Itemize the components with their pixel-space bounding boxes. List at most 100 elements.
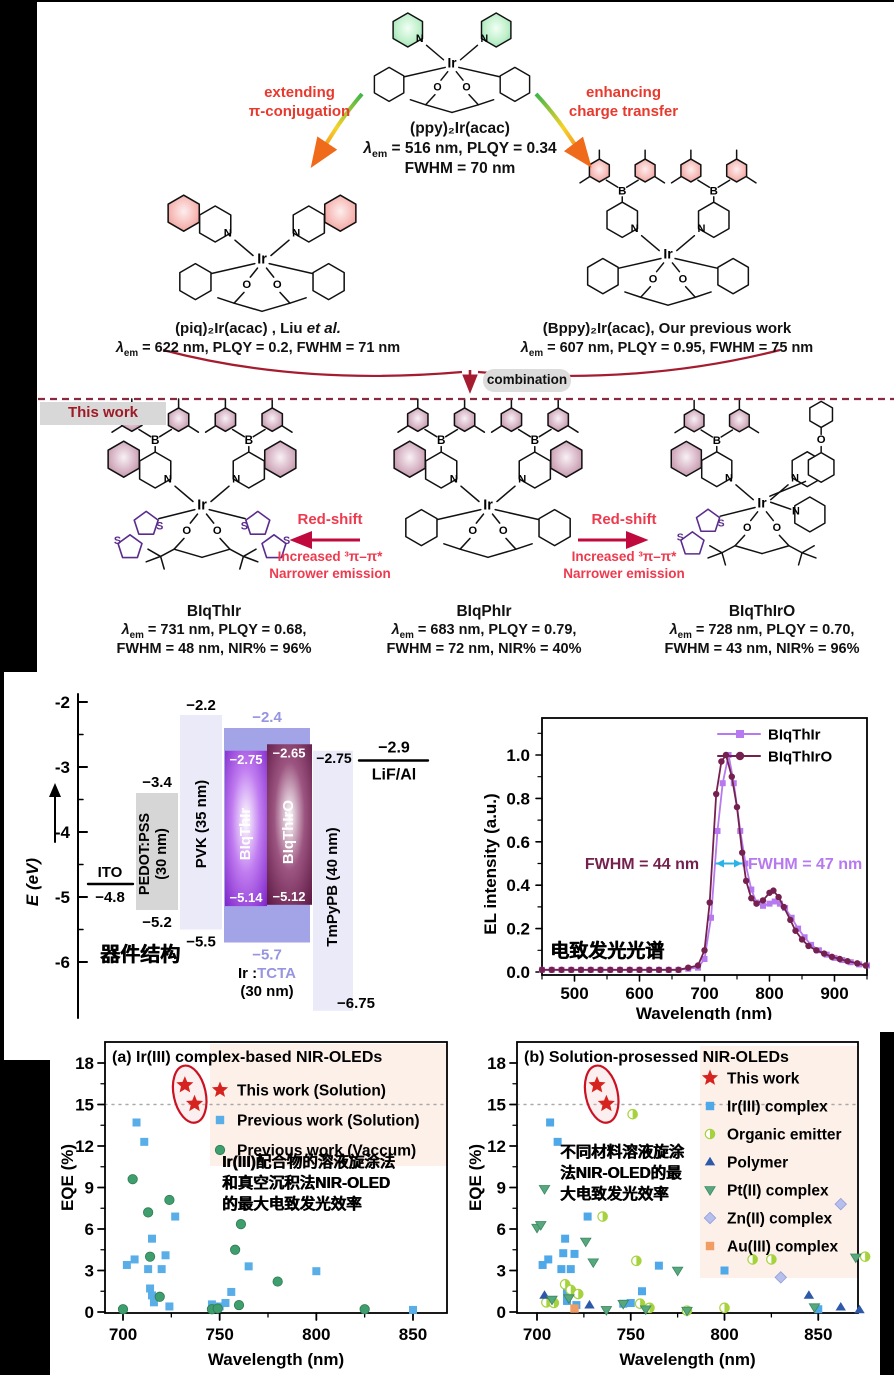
legend-item-Au(III) complex: Au(III) complex <box>705 1239 838 1256</box>
atom-n: N <box>480 33 488 45</box>
atom-b: B <box>437 434 445 447</box>
atom-n: N <box>791 472 799 484</box>
bppy-props: λem = 607 nm, PLQY = 0.95, FWHM = 75 nm <box>520 340 814 359</box>
ytick-18: 18 <box>75 1054 94 1073</box>
layer-em2-top: −2.65 <box>273 745 306 760</box>
atom-s: S <box>114 535 121 547</box>
layer-tcta-bottom: −5.7 <box>252 947 282 964</box>
transition-left-lines: Increased ³π–π* Narrower emission <box>258 549 402 583</box>
branch-left-line1: extending <box>264 84 335 101</box>
ytick-6: 6 <box>85 1220 94 1239</box>
layer-tcta-top: −2.4 <box>252 709 282 726</box>
atom-n: N <box>292 228 300 240</box>
atom-ir: Ir <box>447 55 457 70</box>
transition-right-line3: Narrower emission <box>563 565 685 581</box>
parent-compound-props1: λem = 516 nm, PLQY = 0.34 <box>363 140 557 161</box>
series-Previous work (Vaccum) <box>117 1174 370 1315</box>
ytick-15: 15 <box>75 1096 94 1115</box>
parent-compound-props2: FWHM = 70 nm <box>404 160 516 177</box>
scatter-title: (b) Solution-prosessed NIR-OLEDs <box>524 1049 789 1066</box>
highlight-ellipse <box>171 1064 208 1124</box>
atom-o: O <box>499 525 508 537</box>
layer-ito-value: −4.8 <box>95 889 125 906</box>
this-work-badge: This work <box>40 402 166 425</box>
ytick-0: 0 <box>85 1303 94 1322</box>
scatter-xlabel: Wavelength (nm) <box>619 1350 755 1369</box>
legend-item-Polymer: Polymer <box>704 1155 788 1172</box>
atom-n: N <box>792 505 800 517</box>
layer-tmpypb: TmPyPB (40 nm) <box>324 827 341 946</box>
transition-left-title: Red-shift <box>297 511 363 528</box>
piq-name: (piq)₂Ir(acac) , Liu et al. <box>175 320 341 337</box>
transition-left-line3: Narrower emission <box>269 565 391 581</box>
el-ytick: 0.0 <box>506 963 530 982</box>
scatter-a-caption-line3: 的最大电致发光效率 <box>222 1196 362 1213</box>
legend-label: This work (Solution) <box>237 1083 386 1100</box>
ytick-9: 9 <box>85 1179 94 1198</box>
atom-n: N <box>725 472 733 484</box>
legend-label: Pt(II) complex <box>727 1183 829 1200</box>
molecule-piq2iracac: N N O O Ir <box>167 194 357 313</box>
compound2-name: BIqPhIr <box>456 603 512 620</box>
atom-n: N <box>697 223 705 235</box>
atom-b: B <box>713 435 721 447</box>
brace-left <box>162 348 463 378</box>
layer-tmpypb-bottom: −6.75 <box>337 995 375 1012</box>
el-legend-BIqThIr: BIqThIr <box>768 727 821 744</box>
legend-panel <box>700 1046 858 1278</box>
atom-o: O <box>817 434 826 446</box>
layer-lifal-value: −2.9 <box>378 740 410 757</box>
transition-left-line2: Increased ³π–π* <box>277 549 383 564</box>
ytick-6: 6 <box>497 1220 506 1239</box>
ytick-12: 12 <box>487 1137 506 1156</box>
ediag-tick: -5 <box>55 888 70 907</box>
ediag-tick: -4 <box>55 823 71 842</box>
compound3-name: BIqThIrO <box>728 603 796 620</box>
legend-label: Previous work (Vaccum) <box>237 1143 416 1160</box>
fwhm-44-label: FWHM = 44 nm <box>585 856 699 873</box>
molecule-bppy2iracac: N B N B O O Ir <box>579 149 757 306</box>
el-series-BIqThIrO <box>538 751 869 974</box>
el-ytick: 0.4 <box>506 876 530 895</box>
ytick-12: 12 <box>75 1137 94 1156</box>
atom-n: N <box>518 474 526 486</box>
atom-o: O <box>743 522 751 534</box>
scatter-a-caption-line1: Ir(III)配合物的溶液旋涂法 <box>222 1154 396 1171</box>
arrow-enhance-ct <box>534 92 592 168</box>
atom-s: S <box>718 519 725 530</box>
ytick-3: 3 <box>497 1262 506 1281</box>
el-ytick: 0.2 <box>506 920 530 939</box>
compound3-props2: FWHM = 43 nm, NIR% = 96% <box>664 641 860 657</box>
legend-label: Ir(III) complex <box>727 1099 828 1116</box>
compound3-props1: λem = 728 nm, PLQY = 0.70, <box>669 622 855 641</box>
layer-em1-bottom: −5.14 <box>230 890 264 905</box>
atom-b: B <box>151 434 159 447</box>
scatter-a-caption-line2: 和真空沉积法NIR-OLED <box>222 1175 390 1192</box>
legend-label: Polymer <box>727 1155 788 1172</box>
legend-label: Organic emitter <box>727 1127 842 1144</box>
legend-item-Previous work (Vaccum): Previous work (Vaccum) <box>214 1143 416 1160</box>
scatter-ylabel: EQE (%) <box>60 1144 77 1211</box>
atom-b: B <box>710 185 718 197</box>
series-Pt(II) complex <box>531 1185 862 1317</box>
el-spectra-caption: 电致发光光谱 <box>550 941 665 962</box>
atom-b: B <box>245 434 253 447</box>
crop-bar-left-thin <box>0 672 4 1062</box>
scatter-plot-b: 700 750 800 850 0 3 6 9 12 15 18 Wavelength (nm) EQE… <box>468 1041 871 1369</box>
bppy-name: (Bppy)₂Ir(acac), Our previous work <box>542 320 792 337</box>
atom-o: O <box>182 525 191 537</box>
layer-tcta-thk: (30 nm) <box>240 983 293 1000</box>
scatter-xlabel: Wavelength (nm) <box>208 1350 344 1369</box>
svg-text:−5.2: −5.2 <box>142 914 172 931</box>
xtick-800: 800 <box>302 1325 330 1344</box>
crop-bar-right-lower <box>880 1032 894 1375</box>
atom-o: O <box>679 273 688 285</box>
transition-right-line2: Increased ³π–π* <box>571 549 677 564</box>
el-ytick: 0.8 <box>506 789 530 808</box>
fwhm-47-label: FWHM = 47 nm <box>748 856 862 873</box>
atom-s: S <box>241 520 248 532</box>
ediag-tick: -2 <box>55 693 70 712</box>
ytick-15: 15 <box>487 1096 506 1115</box>
el-xtick: 700 <box>690 984 718 1003</box>
